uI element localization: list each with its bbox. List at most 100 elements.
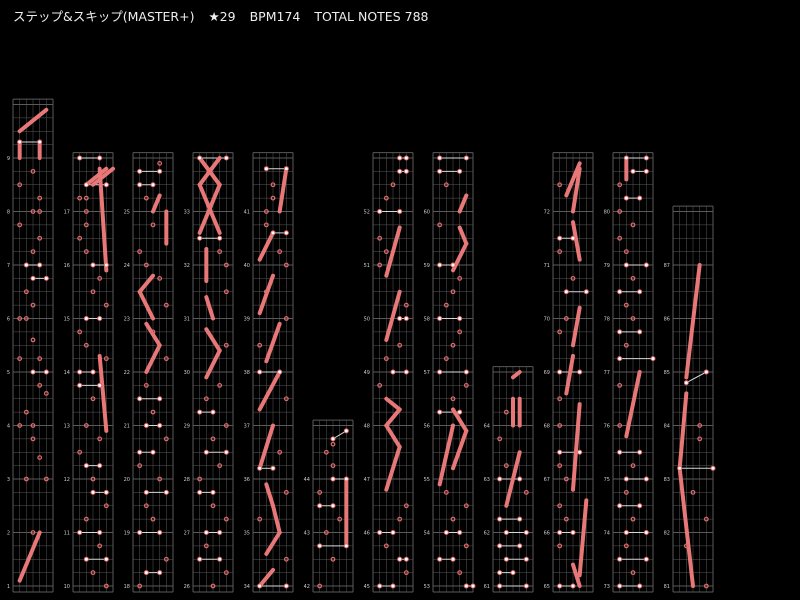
link-note	[643, 476, 649, 482]
link-note	[403, 316, 409, 321]
tap-note	[157, 160, 163, 166]
link-note	[523, 583, 529, 589]
measure-number: 30	[184, 370, 190, 376]
link-note	[17, 139, 23, 145]
tap-note	[77, 329, 83, 335]
tap-note	[270, 182, 276, 188]
measure-number: 47	[364, 477, 370, 483]
tap-note	[330, 441, 336, 447]
hold-note	[677, 391, 689, 471]
tap-note	[330, 463, 336, 469]
link-note	[197, 489, 203, 495]
tap-note	[277, 249, 283, 255]
link-note	[583, 289, 589, 295]
level: ★29	[208, 9, 236, 24]
measure-number: 64	[484, 424, 490, 430]
hold-note	[437, 423, 455, 487]
hold-note	[677, 466, 695, 588]
tap-note	[37, 455, 43, 461]
link-note	[457, 316, 463, 321]
tap-note	[223, 262, 229, 268]
tap-note	[630, 463, 636, 469]
link-line	[686, 371, 707, 384]
measure-number: 15	[64, 317, 70, 323]
tap-note	[30, 530, 36, 535]
measure-number: 69	[544, 370, 550, 376]
hold-note	[144, 343, 162, 374]
link-note	[397, 556, 403, 562]
hold-note	[571, 402, 582, 492]
tap-note	[450, 516, 456, 522]
measure-number: 11	[64, 531, 70, 537]
link-note	[103, 489, 109, 495]
link-note	[643, 155, 649, 161]
measure-number: 5	[7, 370, 10, 376]
link-note	[277, 369, 283, 375]
link-note	[643, 556, 649, 562]
tap-note	[150, 409, 156, 415]
link-note	[457, 530, 463, 535]
measure-number: 65	[544, 584, 550, 590]
link-note	[557, 369, 563, 375]
hold-note	[17, 530, 42, 583]
link-note	[570, 235, 576, 241]
measure-number: 21	[124, 424, 130, 430]
link-note	[523, 556, 529, 562]
tap-note	[257, 342, 263, 348]
tap-note	[623, 342, 629, 348]
tap-note	[90, 396, 96, 402]
measure-number: 27	[184, 531, 190, 537]
link-note	[343, 428, 349, 434]
hold-note	[84, 166, 109, 187]
tap-note	[463, 503, 469, 509]
tap-note	[563, 516, 569, 522]
tap-note	[463, 543, 469, 549]
hold-note	[457, 225, 469, 246]
tap-note	[277, 449, 283, 455]
measure-number: 44	[304, 477, 310, 483]
bpm: BPM174	[249, 9, 301, 24]
link-note	[37, 139, 43, 145]
link-note	[217, 556, 223, 562]
measure-number: 54	[424, 531, 430, 537]
link-note	[137, 449, 143, 455]
link-line	[332, 430, 347, 440]
measure-number: 83	[664, 477, 670, 483]
measure-number: 26	[184, 584, 190, 590]
tap-note	[23, 316, 29, 321]
tap-note	[617, 423, 623, 428]
hold-note	[97, 166, 109, 273]
tap-note	[697, 436, 703, 442]
link-note	[643, 530, 649, 535]
tap-note	[703, 516, 709, 522]
measure-number: 45	[364, 584, 370, 590]
tap-note	[557, 463, 563, 469]
measure-number: 43	[304, 531, 310, 537]
hold-note	[571, 220, 582, 262]
tap-note	[630, 222, 636, 228]
link-note	[97, 530, 103, 535]
tap-note	[457, 275, 463, 281]
link-note	[517, 476, 523, 482]
link-note	[390, 583, 396, 589]
tap-note	[30, 337, 36, 343]
link-note	[650, 356, 656, 362]
hold-note	[137, 289, 155, 321]
link-note	[457, 409, 463, 415]
link-note	[617, 289, 623, 295]
measure-number: 73	[604, 584, 610, 590]
tap-note	[630, 275, 636, 281]
hold-note	[197, 156, 222, 187]
hold-note	[451, 407, 469, 433]
link-note	[150, 449, 156, 455]
link-note	[437, 369, 443, 375]
link-note	[623, 195, 629, 201]
tap-note	[223, 516, 229, 522]
link-note	[203, 530, 209, 535]
link-note	[317, 543, 323, 549]
link-note	[577, 369, 583, 375]
tap-note	[390, 182, 396, 188]
tap-note	[403, 570, 409, 576]
measure-number: 61	[484, 584, 490, 590]
link-note	[97, 463, 103, 469]
